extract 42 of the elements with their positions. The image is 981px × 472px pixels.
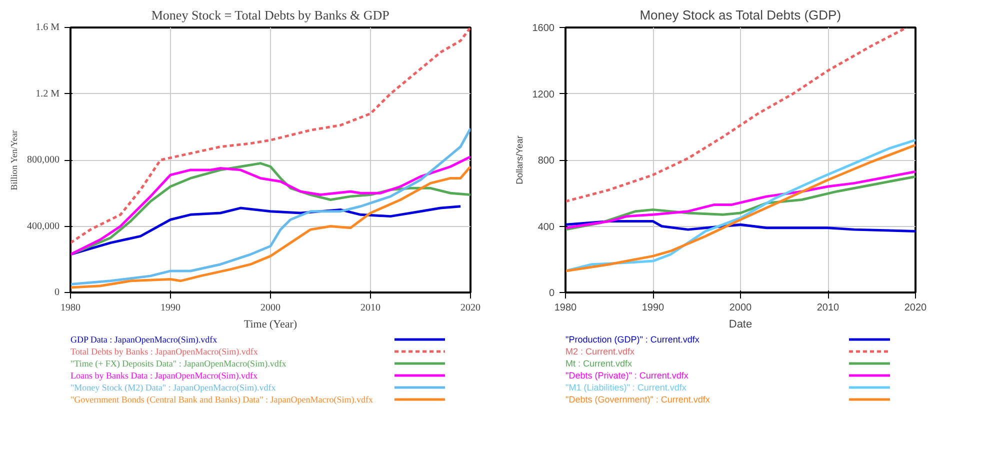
y-tick-label: 0 (548, 288, 555, 299)
y-tick-label: 1200 (532, 89, 555, 100)
text: "Debts (Government)" : Current.vdfx (566, 394, 710, 404)
y-tick-label: 1600 (532, 23, 555, 34)
y-tick-label: 1.6 M (36, 22, 60, 33)
text: Total Debts by Banks : JapanOpenMacro(Sim).vdfx (70, 346, 258, 356)
text: "Production (GDP)" : Current.vdfx (566, 334, 700, 344)
x-axis-title: Date (728, 318, 752, 330)
x-tick-label: 1990 (160, 302, 180, 314)
y-axis-title: Billion Yen/Year (9, 130, 19, 190)
chart-title: Money Stock as Total Debts (GDP) (640, 8, 842, 22)
y-tick-label: 800 (538, 156, 555, 166)
y-tick-label: 1.2 M (36, 88, 60, 100)
text: "M1 (Liabilities)" : Current.vdfx (566, 382, 687, 392)
text: Loans by Banks Data : JapanOpenMacro(Sim).vdfx (70, 370, 258, 380)
y-tick-label: 400 (538, 222, 555, 233)
x-tick-label: 2010 (816, 302, 840, 314)
text: M2 : Current.vdfx (566, 346, 636, 356)
x-tick-label: 2020 (460, 302, 480, 314)
y-tick-label: 400,000 (27, 220, 60, 232)
x-tick-label: 1980 (60, 302, 80, 314)
line-series (566, 28, 908, 203)
line-series (70, 127, 470, 286)
chart-title: Money Stock = Total Debts by Banks & GDP (151, 8, 390, 22)
x-tick-label: 1980 (554, 302, 578, 314)
text: "Money Stock (M2) Data" : JapanOpenMacro(Sim).vdfx (70, 382, 276, 392)
y-axis-title: Dollars/Year (514, 136, 524, 184)
x-axis-title: Time (Year) (244, 318, 298, 330)
y-tick-label: 800,000 (27, 154, 60, 166)
x-tick-label: 2010 (360, 302, 380, 314)
line-series (70, 165, 470, 289)
text: "Debts (Private)" : Current.vdfx (566, 370, 689, 380)
y-tick-label: 0 (54, 287, 60, 298)
x-tick-label: 2020 (904, 302, 928, 314)
x-tick-label: 2000 (260, 302, 280, 314)
text: Mt : Current.vdfx (566, 358, 633, 368)
x-tick-label: 2000 (729, 302, 752, 314)
line-series (70, 28, 470, 244)
x-tick-label: 1990 (642, 302, 665, 314)
text: "Time (+ FX) Deposits Data" : JapanOpenMacro(Sim).vdfx (70, 358, 287, 368)
text: GDP Data : JapanOpenMacro(Sim).vdfx (70, 334, 218, 344)
text: "Government Bonds (Central Bank and Banks) Data" : JapanOpenMacro(Sim).vdfx (70, 394, 374, 404)
